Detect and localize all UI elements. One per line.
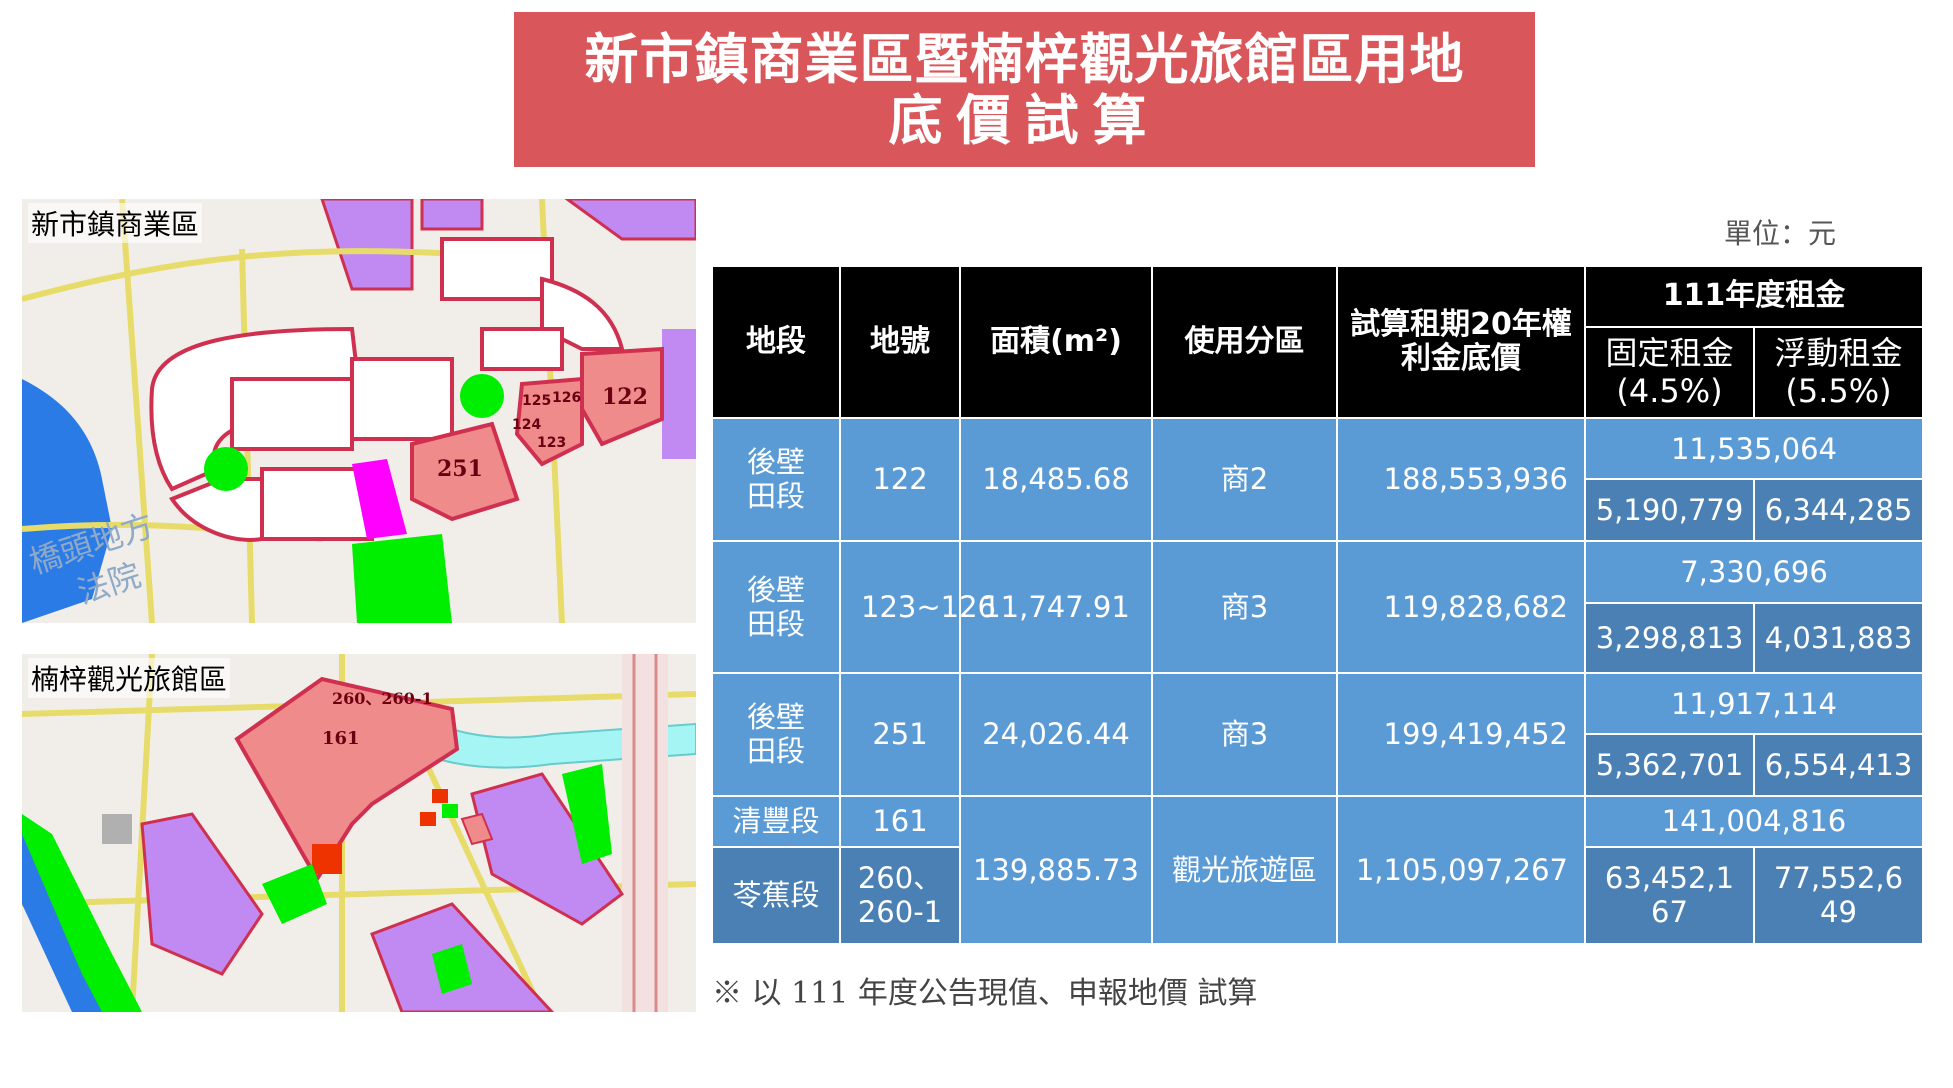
row1-rent-total: 11,535,064 — [1584, 416, 1924, 481]
title-banner: 新市鎮商業區暨楠梓觀光旅館區用地 底價試算 — [514, 12, 1535, 167]
row4-area: 139,885.73 — [959, 795, 1153, 945]
row4-rent-total: 141,004,816 — [1584, 795, 1924, 848]
map-commercial-zone: 251 122 125 126 124 123 橋頭地方 法院 新市鎮商業區 — [22, 199, 696, 623]
row5-lot-b: 260、260-1 — [839, 845, 961, 946]
map-label-hotel: 楠梓觀光旅館區 — [28, 658, 231, 698]
row5-section-b: 苓蕉段 — [711, 845, 841, 946]
row1-area: 18,485.68 — [959, 416, 1153, 543]
header-fixed-rate: (4.5%) — [1616, 372, 1723, 411]
map-commercial-drawing: 251 122 125 126 124 123 橋頭地方 法院 — [22, 199, 696, 623]
title-line-2: 底價試算 — [888, 89, 1161, 152]
row3-area: 24,026.44 — [959, 671, 1153, 798]
row4-section-a: 清豐段 — [711, 795, 841, 848]
title-line-1: 新市鎮商業區暨楠梓觀光旅館區用地 — [584, 28, 1465, 91]
header-fixed-rent: 固定租金 (4.5%) — [1584, 325, 1755, 419]
header-lot: 地號 — [839, 265, 961, 419]
header-area: 面積(m²) — [959, 265, 1153, 419]
row2-area: 11,747.91 — [959, 540, 1153, 674]
row4-lot-a: 161 — [839, 795, 961, 848]
header-section: 地段 — [711, 265, 841, 419]
parcel-label-260: 260、260-1 — [332, 689, 433, 708]
parcel-label-161: 161 — [322, 728, 360, 749]
row1-float-rent: 6,344,285 — [1753, 478, 1924, 543]
row4-fixed-rent: 63,452,167 — [1584, 845, 1755, 946]
row2-lot: 123~126 — [839, 540, 996, 674]
row4-float-rent: 77,552,649 — [1753, 845, 1924, 946]
row3-premium: 199,419,452 — [1336, 671, 1586, 798]
row2-section: 後壁田段 — [711, 540, 841, 674]
header-float-rent-label: 浮動租金 — [1774, 334, 1903, 373]
row4-zone: 觀光旅遊區 — [1151, 795, 1338, 945]
parcel-label-125: 125 — [522, 393, 551, 409]
row2-premium: 119,828,682 — [1336, 540, 1586, 674]
row2-rent-total: 7,330,696 — [1584, 540, 1924, 604]
map-hotel-zone: 161 260、260-1 楠梓觀光旅館區 — [22, 654, 696, 1012]
parcel-label-123: 123 — [537, 435, 566, 451]
footnote: ※ 以 111 年度公告現值、申報地價 試算 — [712, 976, 1258, 1011]
parcel-251 — [410, 421, 520, 522]
row3-fixed-rent: 5,362,701 — [1584, 733, 1755, 798]
unit-label: 單位：元 — [1724, 217, 1837, 250]
map-label-commercial: 新市鎮商業區 — [28, 203, 203, 243]
row2-zone: 商3 — [1151, 540, 1338, 674]
parcel-label-126: 126 — [552, 390, 581, 406]
land-price-table: 地段 地號 面積(m²) 使用分區 試算租期20年權利金底價 111年度租金 固… — [711, 265, 1924, 946]
header-float-rent: 浮動租金 (5.5%) — [1753, 325, 1924, 419]
row1-premium: 188,553,936 — [1336, 416, 1586, 543]
header-zone: 使用分區 — [1151, 265, 1338, 419]
row1-section: 後壁田段 — [711, 416, 841, 543]
row4-premium: 1,105,097,267 — [1336, 795, 1586, 945]
row1-lot: 122 — [839, 416, 961, 543]
row3-section: 後壁田段 — [711, 671, 841, 798]
header-premium: 試算租期20年權利金底價 — [1336, 265, 1586, 419]
map-hotel-drawing: 161 260、260-1 — [22, 654, 696, 1012]
parcel-label-122: 122 — [602, 384, 648, 410]
row2-fixed-rent: 3,298,813 — [1584, 601, 1755, 674]
row1-zone: 商2 — [1151, 416, 1338, 543]
parcel-label-124: 124 — [512, 417, 541, 433]
header-fixed-rent-label: 固定租金 — [1605, 334, 1734, 373]
header-rent-group: 111年度租金 — [1584, 265, 1924, 328]
row3-rent-total: 11,917,114 — [1584, 671, 1924, 736]
parcel-label-251: 251 — [437, 456, 483, 482]
row3-lot: 251 — [839, 671, 961, 798]
row1-fixed-rent: 5,190,779 — [1584, 478, 1755, 543]
header-float-rate: (5.5%) — [1785, 372, 1892, 411]
row2-float-rent: 4,031,883 — [1753, 601, 1924, 674]
row3-float-rent: 6,554,413 — [1753, 733, 1924, 798]
row3-zone: 商3 — [1151, 671, 1338, 798]
